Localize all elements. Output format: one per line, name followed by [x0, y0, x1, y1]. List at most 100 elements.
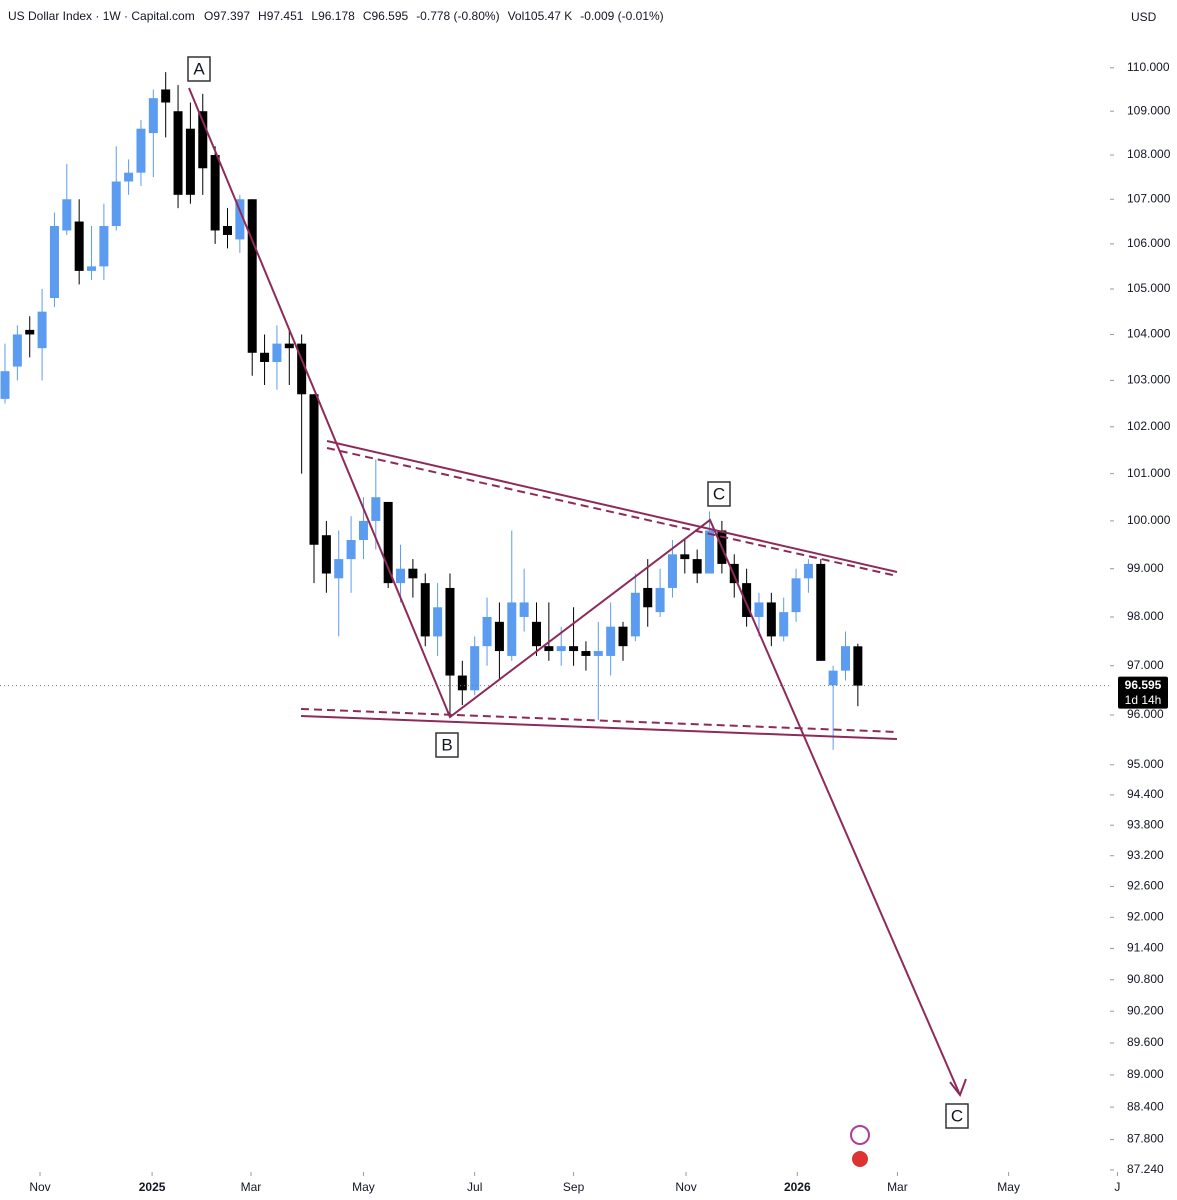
annotation-box: [945, 1103, 969, 1129]
candle-body: [358, 520, 368, 540]
y-tick-label: 107.000: [1127, 191, 1171, 205]
y-tick-label: 87.800: [1127, 1132, 1164, 1146]
candle-body: [433, 607, 443, 637]
candle-body: [222, 225, 232, 235]
candle-body: [371, 497, 381, 521]
y-tick-label: 93.200: [1127, 848, 1164, 862]
legend-value: O97.397: [204, 9, 250, 23]
y-tick-label: 92.600: [1127, 879, 1164, 893]
candle-body: [544, 646, 554, 652]
country-icon[interactable]: [850, 1149, 870, 1169]
candle-body: [470, 646, 480, 691]
chart-title: US Dollar Index · 1W · Capital.com: [8, 9, 195, 23]
y-tick-label: 100.000: [1127, 513, 1171, 527]
candle-body: [742, 583, 752, 617]
candle-body: [655, 587, 665, 613]
candle-body: [581, 651, 591, 656]
candle-body: [321, 535, 331, 574]
candle-body: [185, 128, 195, 195]
drawings: [188, 87, 967, 1098]
candle-body: [606, 626, 616, 656]
candle-body: [754, 602, 764, 617]
candle-body: [346, 539, 356, 560]
y-tick-label: 89.000: [1127, 1067, 1164, 1081]
arrow-head: [949, 1078, 967, 1098]
candle-body: [148, 98, 158, 134]
x-tick-label: 2025: [139, 1180, 166, 1194]
annotation: C: [951, 1106, 963, 1125]
countdown: 1d 14h: [1125, 693, 1162, 707]
candle-body: [408, 568, 418, 579]
legend-value: -0.009 (-0.01%): [580, 9, 663, 23]
y-tick-label: 90.800: [1127, 972, 1164, 986]
candle-body: [494, 621, 504, 652]
candle-body: [210, 155, 220, 231]
candle-body: [272, 343, 282, 362]
y-tick-label: 97.000: [1127, 658, 1164, 672]
x-tick-label: J: [1114, 1180, 1120, 1194]
candle-body: [630, 592, 640, 637]
annotation-box: [435, 732, 459, 758]
currency: USD: [1131, 10, 1157, 24]
candle-body: [507, 602, 517, 656]
y-tick-label: 99.000: [1127, 561, 1164, 575]
candle-body: [457, 675, 467, 691]
y-tick-label: 96.000: [1127, 707, 1164, 721]
y-tick-label: 88.400: [1127, 1099, 1164, 1113]
y-tick-label: 106.000: [1127, 236, 1171, 250]
y-tick-label: 101.000: [1127, 466, 1171, 480]
y-tick-label: 110.000: [1127, 60, 1170, 74]
candle-body: [49, 225, 59, 299]
y-tick-label: 87.240: [1127, 1162, 1164, 1176]
annotation: C: [713, 484, 725, 503]
legend-value: -0.778 (-0.80%): [416, 9, 499, 23]
candle-body: [74, 221, 84, 271]
y-tick-label: 92.000: [1127, 910, 1164, 924]
candle-body: [161, 89, 171, 103]
candle-body: [680, 554, 690, 560]
upper-trendline-dashed: [326, 447, 898, 577]
candle-body: [334, 559, 344, 579]
candle-body: [692, 559, 702, 574]
candle-body: [482, 616, 492, 647]
candle-body: [556, 646, 566, 652]
candle-body: [853, 646, 863, 686]
y-tick-label: 105.000: [1127, 281, 1171, 295]
y-tick-label: 91.400: [1127, 941, 1164, 955]
candle-body: [198, 111, 208, 169]
y-tick-label: 108.000: [1127, 147, 1171, 161]
x-tick-label: Nov: [29, 1180, 50, 1194]
y-tick-label: 109.000: [1127, 103, 1171, 117]
x-tick-label: Jul: [467, 1180, 482, 1194]
x-tick-label: Mar: [887, 1180, 908, 1194]
x-tick-label: May: [997, 1180, 1020, 1194]
candle-body: [25, 329, 35, 335]
candle-body: [816, 563, 826, 661]
candle-body: [445, 587, 455, 676]
candle-body: [37, 311, 47, 349]
candle-body: [643, 587, 653, 608]
annotation-box: [187, 56, 211, 82]
candle-body: [111, 181, 121, 226]
candle-body: [779, 612, 789, 637]
last-price-label: 96.595: [1125, 678, 1162, 692]
legend-value: L96.178: [311, 9, 355, 23]
y-tick-label: 104.000: [1127, 327, 1171, 341]
y-tick-label: 93.800: [1127, 817, 1164, 831]
ohlc-legend: O97.397 H97.451 L96.178 C96.595 -0.778 (-0.8…: [204, 9, 664, 23]
candle-body: [260, 352, 270, 362]
upper-trendline: [326, 440, 898, 573]
legend-value: C96.595: [363, 9, 409, 23]
legend-value: H97.451: [258, 9, 304, 23]
candle-body: [247, 199, 257, 353]
candle-body: [667, 554, 677, 588]
candle-body: [173, 111, 183, 195]
y-tick-label: 102.000: [1127, 419, 1171, 433]
y-tick-label: 90.200: [1127, 1003, 1164, 1017]
candle-body: [569, 646, 579, 652]
candle-body: [593, 651, 603, 656]
event-icon[interactable]: [850, 1125, 870, 1145]
candle-body: [12, 334, 22, 367]
